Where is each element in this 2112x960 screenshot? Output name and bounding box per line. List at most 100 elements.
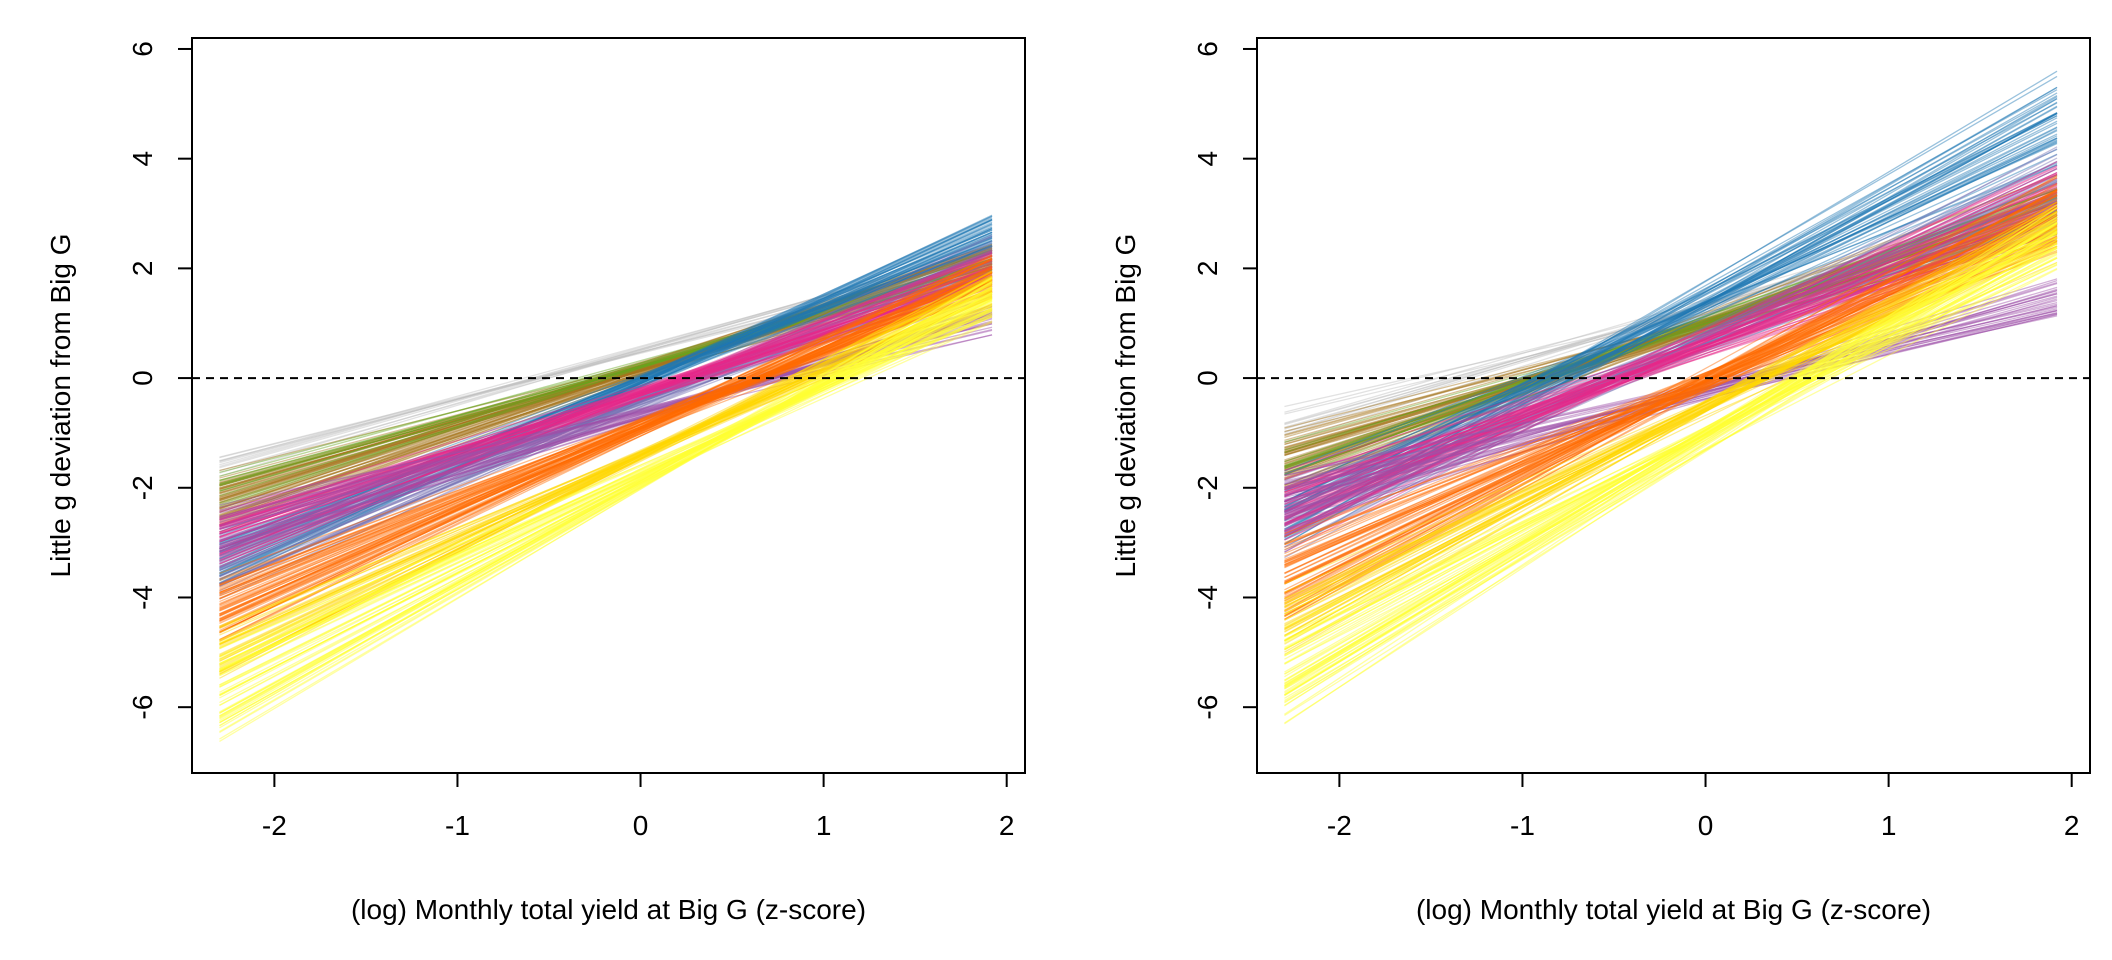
- series-line: [1284, 231, 2058, 429]
- series-line: [1284, 202, 2058, 469]
- series-line: [219, 274, 993, 527]
- series-line: [219, 227, 993, 575]
- series-4-lines: [1284, 146, 2058, 559]
- series-line: [219, 307, 993, 665]
- series-line: [219, 278, 993, 531]
- series-line: [219, 303, 993, 646]
- series-line: [219, 270, 993, 483]
- series-line: [219, 305, 993, 545]
- series-line: [1284, 261, 2058, 600]
- series-line: [1284, 193, 2058, 467]
- series-line: [219, 281, 993, 719]
- series-line: [1284, 112, 2058, 505]
- series-line: [1284, 228, 2058, 498]
- series-line: [1284, 223, 2058, 687]
- series-line: [219, 304, 993, 550]
- series-line: [219, 300, 993, 686]
- series-line: [1284, 207, 2058, 642]
- series-line: [219, 271, 993, 615]
- series-line: [219, 242, 993, 533]
- left-panel-lines: [219, 214, 993, 743]
- series-line: [219, 237, 993, 546]
- series-line: [1284, 148, 2058, 541]
- series-line: [219, 272, 993, 594]
- series-0-lines: [219, 245, 993, 477]
- series-line: [219, 268, 993, 509]
- series-line: [1284, 161, 2058, 553]
- series-line: [1284, 298, 2058, 521]
- series-line: [1284, 245, 2058, 562]
- series-line: [219, 278, 993, 590]
- series-line: [1284, 224, 2058, 585]
- series-line: [1284, 227, 2058, 491]
- series-line: [1284, 219, 2058, 502]
- series-line: [1284, 187, 2058, 486]
- series-line: [219, 296, 993, 645]
- series-line: [219, 262, 993, 560]
- series-line: [219, 234, 993, 571]
- series-line: [1284, 137, 2058, 503]
- series-line: [219, 282, 993, 734]
- series-line: [1284, 235, 2058, 564]
- series-line: [219, 287, 993, 666]
- series-line: [219, 276, 993, 533]
- series-line: [1284, 180, 2058, 538]
- series-line: [219, 278, 993, 621]
- series-line: [1284, 202, 2058, 468]
- series-5-lines: [1284, 161, 2058, 553]
- series-line: [219, 257, 993, 585]
- series-line: [1284, 242, 2058, 549]
- series-line: [1284, 214, 2058, 583]
- series-line: [219, 260, 993, 504]
- series-line: [219, 279, 993, 661]
- series-line: [219, 241, 993, 545]
- series-line: [1284, 217, 2058, 693]
- series-line: [219, 259, 993, 561]
- series-line: [219, 247, 993, 533]
- series-line: [219, 252, 993, 499]
- series-line: [219, 294, 993, 636]
- series-line: [1284, 218, 2058, 497]
- series-line: [1284, 198, 2058, 433]
- series-line: [1284, 223, 2058, 443]
- series-line: [219, 268, 993, 564]
- series-line: [219, 306, 993, 542]
- series-line: [1284, 218, 2058, 563]
- series-line: [1284, 179, 2058, 526]
- series-line: [1284, 120, 2058, 511]
- series-line: [219, 278, 993, 520]
- series-line: [219, 275, 993, 572]
- series-line: [219, 228, 993, 578]
- series-line: [1284, 190, 2058, 596]
- series-line: [1284, 241, 2058, 546]
- series-line: [1284, 102, 2058, 511]
- series-line: [219, 295, 993, 693]
- series-line: [219, 288, 993, 724]
- series-line: [219, 308, 993, 670]
- series-line: [1284, 140, 2058, 513]
- series-line: [219, 282, 993, 727]
- series-line: [1284, 216, 2058, 452]
- series-line: [219, 263, 993, 458]
- series-line: [219, 261, 993, 485]
- series-3-lines: [1284, 70, 2058, 553]
- series-line: [219, 314, 993, 649]
- series-line: [1284, 212, 2058, 651]
- series-line: [219, 252, 993, 565]
- series-line: [219, 238, 993, 569]
- series-line: [219, 277, 993, 610]
- series-line: [219, 279, 993, 549]
- series-line: [1284, 224, 2058, 491]
- series-line: [219, 277, 993, 720]
- series-line: [1284, 214, 2058, 595]
- series-line: [219, 281, 993, 733]
- series-line: [219, 214, 993, 584]
- series-line: [219, 280, 993, 603]
- series-line: [219, 278, 993, 666]
- series-line: [219, 249, 993, 527]
- series-line: [1284, 162, 2058, 476]
- series-line: [219, 248, 993, 501]
- series-0-lines: [1284, 194, 2058, 444]
- series-line: [219, 308, 993, 550]
